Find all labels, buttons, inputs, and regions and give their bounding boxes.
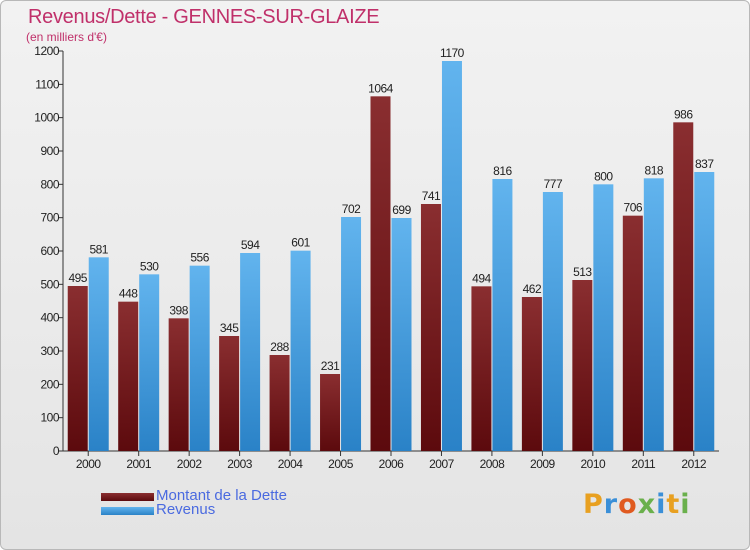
data-label-dette-2000: 495 [68, 271, 87, 285]
data-label-revenus-2009: 777 [544, 177, 563, 191]
y-tick-label: 200 [40, 377, 59, 391]
data-label-revenus-2004: 601 [291, 236, 310, 250]
bars [67, 61, 715, 452]
data-label-revenus-2008: 816 [493, 164, 512, 178]
bar-dette-2007 [420, 204, 441, 451]
data-label-dette-2008: 494 [472, 271, 491, 285]
x-tick-label: 2011 [631, 457, 656, 471]
bar-dette-2009 [521, 297, 542, 451]
data-label-dette-2006: 1064 [368, 81, 394, 95]
bar-revenus-2008 [492, 179, 513, 451]
x-tick-label: 2003 [227, 457, 253, 471]
bar-dette-2006 [370, 96, 391, 451]
bar-dette-2008 [471, 286, 492, 451]
y-tick-label: 900 [40, 144, 59, 158]
x-tick-label: 2008 [480, 457, 506, 471]
y-tick-label: 1100 [35, 77, 60, 91]
data-label-revenus-2012: 837 [695, 157, 714, 171]
data-label-dette-2011: 706 [624, 201, 643, 215]
x-tick-label: 2005 [328, 457, 354, 471]
bar-revenus-2011 [643, 178, 664, 452]
data-label-dette-2009: 462 [523, 282, 542, 296]
logo-letter: x [637, 489, 657, 520]
y-tick-label: 800 [40, 177, 59, 191]
legend-swatch-revenus [101, 507, 154, 515]
bar-dette-2010 [572, 280, 593, 451]
x-tick-label: 2012 [681, 457, 707, 471]
logo-letter: r [603, 489, 619, 520]
bar-dette-2001 [118, 301, 139, 451]
data-label-dette-2003: 345 [220, 321, 239, 335]
x-tick-label: 2004 [278, 457, 304, 471]
data-label-revenus-2002: 556 [190, 251, 209, 265]
y-tick-label: 0 [53, 444, 60, 458]
x-tick-label: 2002 [177, 457, 203, 471]
logo-letter: t [666, 489, 681, 520]
x-tick-label: 2010 [580, 457, 606, 471]
data-label-dette-2001: 448 [119, 287, 138, 301]
data-label-dette-2007: 741 [422, 189, 441, 203]
bar-revenus-2007 [441, 61, 462, 451]
data-label-revenus-2006: 699 [392, 203, 411, 217]
bar-dette-2011 [622, 215, 643, 451]
x-tick-label: 2009 [530, 457, 556, 471]
bar-revenus-2009 [542, 192, 563, 451]
data-label-revenus-2003: 594 [241, 238, 260, 252]
bar-revenus-2010 [593, 184, 614, 452]
logo-letter: i [680, 489, 691, 520]
chart-title: Revenus/Dette - GENNES-SUR-GLAIZE [28, 6, 380, 28]
bar-dette-2003 [219, 336, 240, 451]
chart-subtitle: (en milliers d'€) [26, 30, 107, 44]
y-tick-label: 100 [40, 411, 59, 425]
bar-dette-2005 [320, 374, 341, 451]
legend-label-revenus: Revenus [156, 501, 216, 518]
data-label-revenus-2011: 818 [645, 163, 664, 177]
logo-letter: P [583, 489, 604, 520]
bar-dette-2000 [67, 286, 88, 451]
bar-dette-2012 [673, 122, 694, 451]
y-tick-label: 700 [40, 211, 59, 225]
logo-letter: o [618, 489, 638, 520]
y-tick-label: 1000 [34, 111, 60, 125]
data-label-revenus-2005: 702 [342, 202, 361, 216]
bar-revenus-2000 [88, 257, 109, 451]
bar-dette-2004 [269, 355, 290, 451]
bar-revenus-2005 [341, 217, 362, 451]
y-tick-label: 600 [40, 244, 59, 258]
bar-revenus-2004 [290, 250, 311, 451]
y-tick-label: 300 [40, 344, 59, 358]
legend-swatch-dette [101, 493, 154, 501]
bar-revenus-2003 [240, 253, 261, 451]
bar-revenus-2002 [189, 265, 210, 451]
proxiti-logo: Proxiti [583, 489, 691, 520]
data-label-revenus-2010: 800 [594, 169, 613, 183]
x-tick-label: 2000 [76, 457, 102, 471]
data-label-dette-2010: 513 [573, 265, 592, 279]
y-tick-label: 1200 [34, 44, 60, 58]
logo-letter: i [656, 489, 667, 520]
data-label-revenus-2001: 530 [140, 259, 159, 273]
y-tick-label: 400 [40, 311, 59, 325]
bar-revenus-2006 [391, 218, 412, 451]
legend-label-dette: Montant de la Dette [156, 487, 287, 504]
y-tick-label: 500 [40, 277, 59, 291]
bar-revenus-2012 [694, 172, 715, 451]
data-label-dette-2012: 986 [674, 107, 693, 121]
bar-dette-2002 [168, 318, 189, 451]
data-label-dette-2002: 398 [169, 303, 188, 317]
data-label-revenus-2000: 581 [89, 242, 108, 256]
x-tick-label: 2006 [379, 457, 405, 471]
data-label-revenus-2007: 1170 [440, 46, 465, 60]
data-label-dette-2005: 231 [321, 359, 340, 373]
bar-revenus-2001 [139, 274, 160, 451]
x-tick-label: 2001 [126, 457, 152, 471]
x-tick-label: 2007 [429, 457, 455, 471]
data-label-dette-2004: 288 [270, 340, 289, 354]
